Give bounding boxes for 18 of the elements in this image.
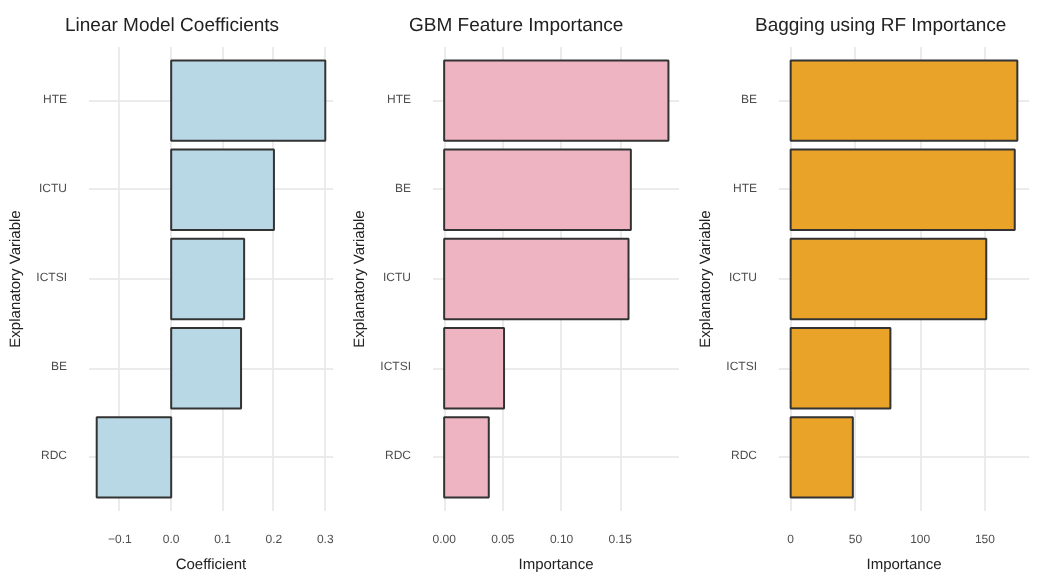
bar bbox=[95, 416, 173, 499]
bar bbox=[443, 416, 490, 499]
chart-title: Bagging using RF Importance bbox=[755, 15, 1007, 37]
bar bbox=[170, 237, 246, 321]
bar bbox=[789, 59, 1019, 142]
bar bbox=[789, 237, 988, 321]
chart-title: Linear Model Coefficients bbox=[65, 15, 280, 37]
bar bbox=[789, 148, 1016, 231]
chart-title: GBM Feature Importance bbox=[409, 15, 624, 37]
bar bbox=[443, 327, 506, 410]
bar bbox=[443, 59, 670, 142]
bar bbox=[170, 59, 327, 142]
bar bbox=[443, 148, 632, 231]
bar bbox=[170, 327, 243, 410]
bar bbox=[443, 237, 630, 321]
bar bbox=[789, 416, 854, 499]
bar bbox=[789, 327, 892, 410]
bar bbox=[170, 148, 275, 231]
